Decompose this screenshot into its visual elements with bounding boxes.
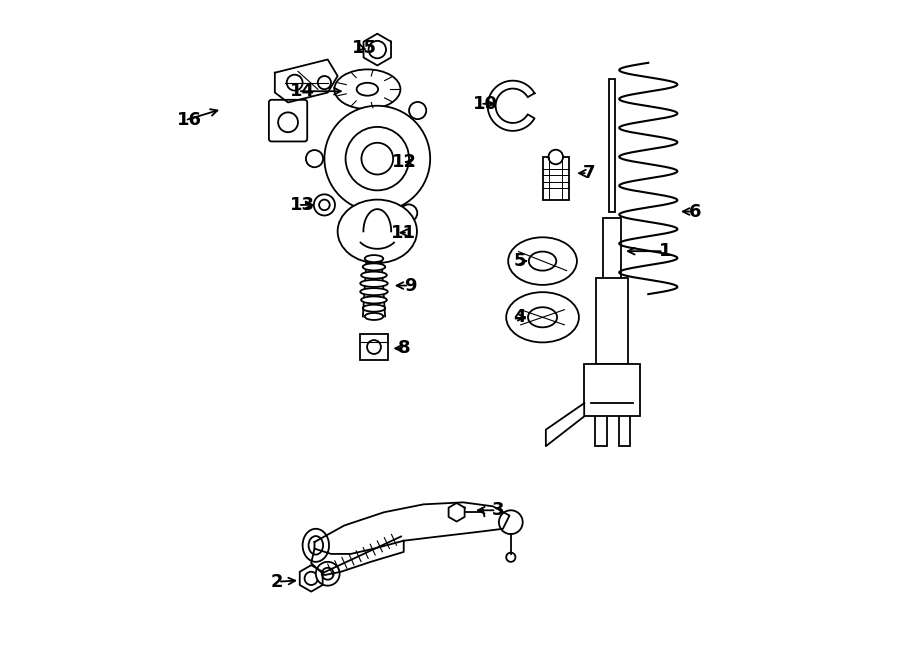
Polygon shape [488,81,535,131]
Circle shape [287,75,302,91]
Ellipse shape [364,255,383,262]
Polygon shape [311,541,404,575]
Polygon shape [448,503,464,522]
Text: 6: 6 [688,202,701,221]
Circle shape [322,568,334,580]
FancyBboxPatch shape [596,403,608,446]
Ellipse shape [338,200,417,263]
Circle shape [369,41,386,58]
Circle shape [306,150,323,167]
FancyBboxPatch shape [596,278,628,364]
Circle shape [400,204,418,221]
Text: 5: 5 [514,252,526,270]
Circle shape [506,553,516,562]
Text: 15: 15 [352,38,377,57]
Text: 13: 13 [290,196,315,214]
Ellipse shape [364,313,383,320]
Circle shape [324,106,430,212]
Circle shape [452,508,461,517]
Ellipse shape [528,307,557,327]
FancyBboxPatch shape [360,334,388,360]
Ellipse shape [506,292,579,342]
Text: 3: 3 [491,501,504,520]
Circle shape [278,112,298,132]
Circle shape [304,572,318,585]
Text: 16: 16 [177,111,202,130]
Ellipse shape [508,237,577,285]
Circle shape [362,143,393,175]
Text: 8: 8 [398,339,410,358]
Text: 12: 12 [392,153,417,171]
FancyBboxPatch shape [609,79,615,212]
Ellipse shape [363,305,385,312]
Circle shape [316,562,339,586]
Ellipse shape [302,529,329,562]
Circle shape [367,340,381,354]
Text: 14: 14 [290,82,315,100]
Circle shape [346,127,409,190]
Ellipse shape [363,263,385,270]
Circle shape [320,200,329,210]
FancyBboxPatch shape [584,364,640,416]
FancyBboxPatch shape [618,403,631,446]
Ellipse shape [360,288,388,295]
Text: 4: 4 [514,308,526,327]
Polygon shape [364,34,391,65]
Circle shape [410,102,427,119]
Text: 10: 10 [472,95,498,113]
Circle shape [314,194,335,215]
Circle shape [548,149,563,165]
Text: 1: 1 [659,242,671,260]
Polygon shape [314,502,509,554]
Ellipse shape [361,296,387,303]
Text: 11: 11 [391,223,416,242]
Ellipse shape [361,272,387,279]
FancyBboxPatch shape [543,157,569,200]
FancyBboxPatch shape [603,218,621,284]
Text: 2: 2 [270,572,283,591]
FancyBboxPatch shape [269,100,307,141]
Polygon shape [545,403,584,446]
Polygon shape [300,565,322,592]
Ellipse shape [529,252,556,270]
Ellipse shape [356,83,378,96]
Text: 9: 9 [404,276,417,295]
Polygon shape [274,59,338,102]
Ellipse shape [309,536,323,555]
Text: 7: 7 [583,164,596,182]
Ellipse shape [360,280,388,287]
Circle shape [499,510,523,534]
Ellipse shape [334,69,400,109]
Circle shape [318,76,331,89]
